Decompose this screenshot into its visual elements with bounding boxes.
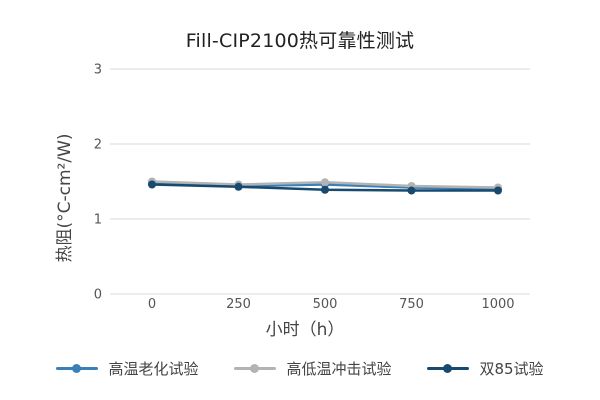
legend-item-series-2: 双85试验 xyxy=(427,358,544,379)
legend-swatch-series-1 xyxy=(234,362,277,374)
x-tick-label: 750 xyxy=(399,297,424,312)
data-point xyxy=(148,180,156,189)
data-point xyxy=(234,182,243,191)
y-tick-label: 0 xyxy=(94,288,102,303)
legend-label-series-2: 双85试验 xyxy=(479,359,544,378)
legend: 高温老化试验 高低温冲击试验 双85试验 xyxy=(0,356,600,380)
x-axis-label: 小时（h） xyxy=(266,320,345,340)
legend-item-series-0: 高温老化试验 xyxy=(56,358,198,379)
legend-swatch-series-2 xyxy=(427,362,470,374)
legend-label-series-1: 高低温冲击试验 xyxy=(286,359,392,378)
y-tick-label: 1 xyxy=(94,213,102,228)
x-tick-label: 250 xyxy=(226,297,251,312)
data-point xyxy=(494,186,502,195)
x-tick-label: 500 xyxy=(313,297,338,312)
series-2 xyxy=(148,180,502,195)
legend-label-series-0: 高温老化试验 xyxy=(108,359,199,378)
y-tick-label: 3 xyxy=(94,63,102,78)
data-point xyxy=(407,186,416,195)
legend-swatch-series-0 xyxy=(56,362,99,374)
data-point xyxy=(321,185,329,194)
y-axis-label: 热阻(°C-cm²/W) xyxy=(55,133,75,262)
chart-title: Fill-CIP2100热可靠性测试 xyxy=(185,30,415,52)
x-tick-label: 0 xyxy=(148,297,156,312)
legend-item-series-1: 高低温冲击试验 xyxy=(234,358,391,379)
x-tick-label: 1000 xyxy=(481,297,514,312)
y-tick-label: 2 xyxy=(94,138,102,153)
data-point xyxy=(321,178,329,187)
